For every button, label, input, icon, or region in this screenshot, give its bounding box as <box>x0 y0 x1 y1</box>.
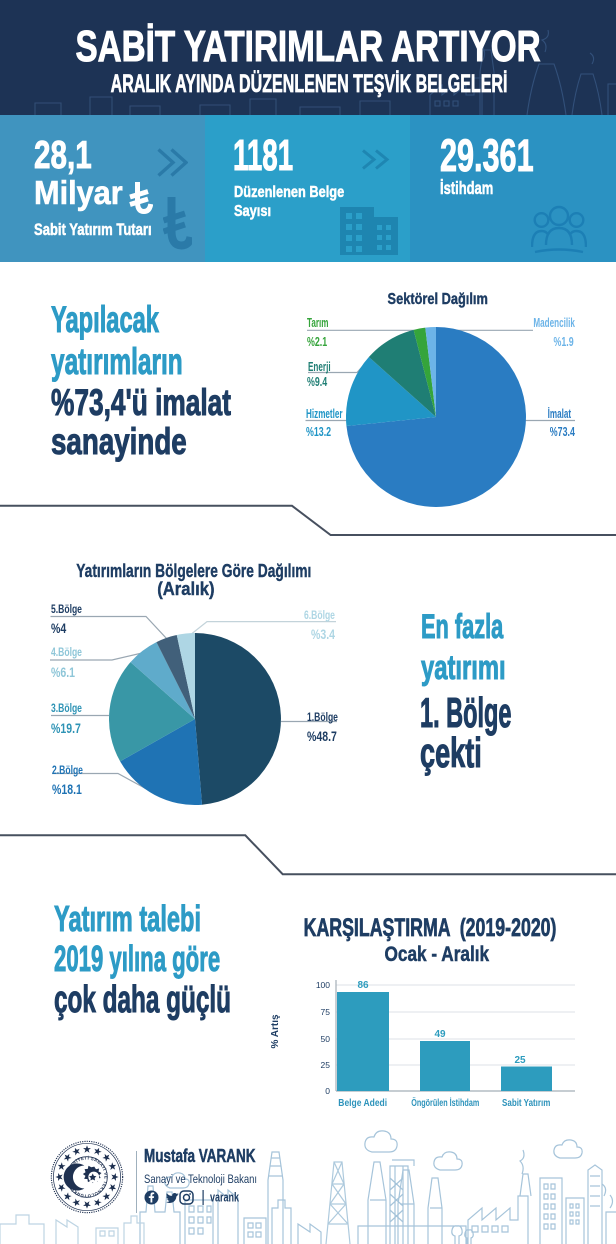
svg-text:75: 75 <box>321 1007 331 1017</box>
svg-text:49: 49 <box>434 1029 446 1040</box>
svg-text:% Artış: % Artış <box>270 1014 281 1049</box>
svg-text:varank: varank <box>210 1191 240 1205</box>
svg-text:50: 50 <box>321 1034 331 1044</box>
svg-text:25: 25 <box>321 1060 331 1070</box>
svg-text:100: 100 <box>316 980 330 990</box>
svg-text:25: 25 <box>514 1055 526 1066</box>
svg-text:86: 86 <box>357 980 369 991</box>
svg-text:0: 0 <box>325 1086 330 1096</box>
